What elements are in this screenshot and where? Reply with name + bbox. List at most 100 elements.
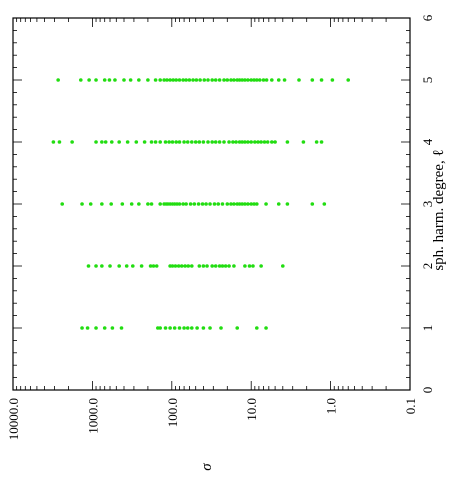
data-point [259,264,263,268]
data-point [216,202,221,206]
data-point [181,202,185,206]
data-point [57,140,62,144]
x-tick-label: 10.0 [244,398,259,421]
data-point [240,78,244,82]
data-point [222,78,226,82]
data-point [297,78,301,82]
data-point [213,78,218,82]
data-point [128,78,133,82]
data-point [310,78,315,82]
data-point [201,140,206,144]
data-point [232,202,236,206]
data-point [171,78,176,82]
data-point [246,202,250,206]
data-point [102,326,107,330]
data-point [170,140,175,144]
data-point [273,140,277,144]
y-tick-label: 3 [420,201,435,208]
data-point [202,78,207,82]
data-point [223,264,228,268]
x-axis-label: σ [199,463,215,471]
data-point [179,264,184,268]
data-point [125,140,130,144]
data-point [262,140,267,144]
data-point [310,202,315,206]
data-point [110,326,115,330]
data-point [282,78,287,82]
data-point [314,140,319,144]
data-point [232,264,236,268]
data-point [210,264,214,268]
data-point [182,326,186,330]
data-point [187,78,192,82]
x-tick-label: 0.1 [403,398,418,414]
data-point [162,78,166,82]
data-point [322,202,327,206]
y-tick-label: 0 [420,387,435,394]
data-point [249,202,253,206]
data-point [213,140,218,144]
data-point [100,202,104,206]
data-point [86,264,91,268]
data-point [163,326,168,330]
data-point [237,140,242,144]
data-point [167,140,171,144]
data-point [184,202,188,206]
data-point [100,264,104,268]
data-point [195,326,199,330]
data-point [177,202,182,206]
data-point [102,78,107,82]
data-point [240,140,244,144]
data-point [217,78,222,82]
data-point [276,202,281,206]
data-point [80,326,84,330]
data-point [249,78,253,82]
data-point [270,140,274,144]
data-point [255,78,259,82]
data-point [285,140,290,144]
data-point [80,202,84,206]
data-point [208,202,212,206]
data-point [201,326,206,330]
data-point [174,78,179,82]
y-tick-label: 4 [420,138,435,145]
data-point [243,140,247,144]
data-point [120,202,125,206]
data-point [219,326,223,330]
data-point [109,140,114,144]
data-point [246,78,250,82]
tick-labels: 10000.0 1000.0 100.0 10.0 1.0 0.10 1 2 3 4 5 6 [6,14,435,440]
data-point [276,78,281,82]
data-point [122,78,126,82]
data-point [176,264,181,268]
data-point [256,140,260,144]
data-point [185,140,190,144]
data-point [200,202,205,206]
data-point [270,78,274,82]
data-point [192,202,197,206]
data-point [108,264,112,268]
data-point [205,264,209,268]
data-point [217,264,222,268]
data-point [213,264,218,268]
y-tick-label: 6 [420,14,435,21]
data-point [60,202,65,206]
data-point [232,78,236,82]
data-point [185,326,190,330]
data-points [51,78,351,330]
data-point [197,140,202,144]
data-point [193,140,198,144]
axis-ticks [13,17,411,391]
data-point [172,326,177,330]
data-point [247,264,252,268]
data-point [139,264,144,268]
data-point [255,326,259,330]
data-point [253,140,257,144]
data-point [153,78,158,82]
data-point [220,202,225,206]
data-point [175,202,179,206]
data-point [208,326,212,330]
data-point [204,202,208,206]
data-point [222,140,226,144]
data-point [246,140,250,144]
